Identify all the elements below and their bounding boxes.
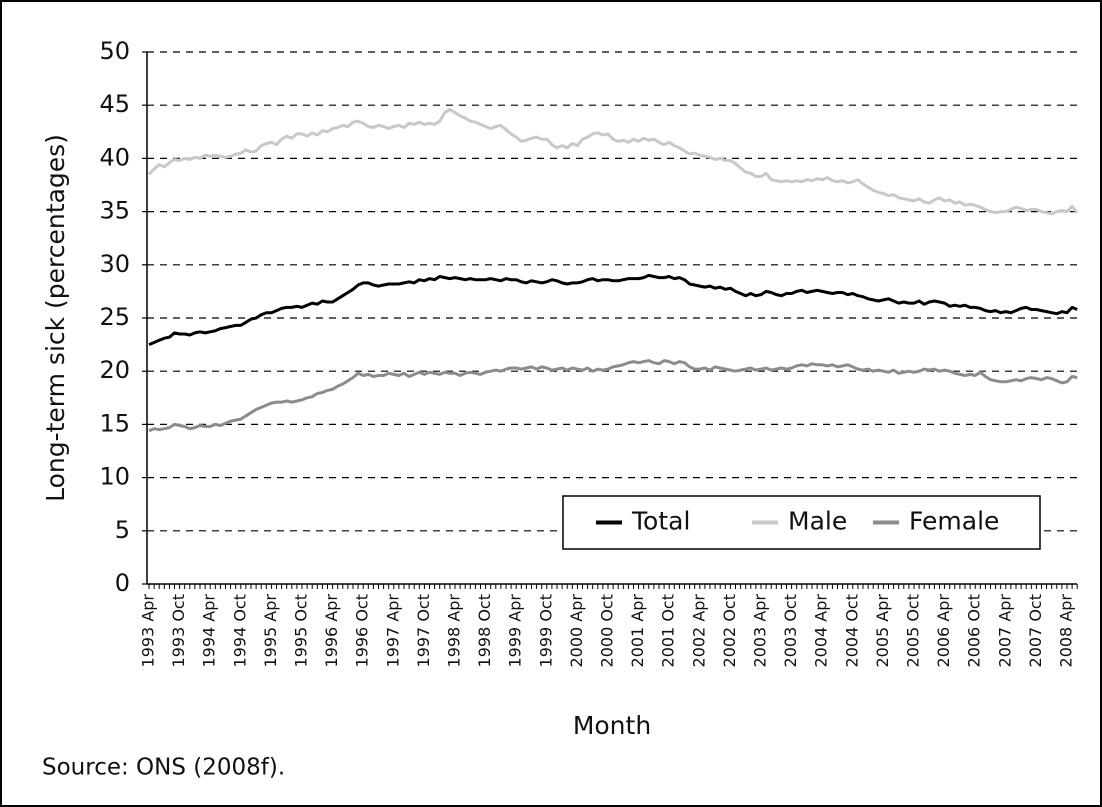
y-tick-label: 0 [115,569,130,597]
y-tick-label: 15 [99,409,130,437]
x-tick-label: 1993 Apr [139,594,158,668]
x-tick-label: 2002 Oct [720,594,739,667]
y-tick-label: 45 [99,90,130,118]
y-tick-label: 30 [99,250,130,278]
x-tick-label: 1994 Apr [200,594,219,668]
x-tick-label: 2006 Oct [965,594,984,667]
x-tick-label: 1996 Oct [353,594,372,667]
line-series [148,273,1078,346]
line-series [147,108,1079,216]
x-tick-label: 2006 Apr [934,594,953,668]
x-tick-label: 2007 Oct [1026,594,1045,667]
x-axis-title: Month [573,711,651,740]
x-tick-label: 2007 Apr [995,594,1014,668]
x-tick-label: 2002 Apr [689,594,708,668]
x-tick-label: 1995 Apr [261,594,280,668]
x-tick-label: 2005 Oct [904,594,923,667]
y-axis-title: Long-term sick (percentages) [41,134,70,502]
legend-label: Total [631,507,690,536]
y-tick-label: 25 [99,303,130,331]
y-tick-label: 50 [99,37,130,65]
legend-label: Male [788,507,847,536]
x-tick-label: 2003 Apr [751,594,770,668]
y-tick-label: 10 [99,463,130,491]
x-tick-label: 2000 Apr [567,594,586,668]
y-tick-label: 20 [99,356,130,384]
x-tick-label: 1999 Oct [536,594,555,667]
x-tick-label: 2001 Apr [628,594,647,668]
y-tick-label: 40 [99,143,130,171]
x-tick-label: 2004 Oct [842,594,861,667]
x-tick-label: 1994 Oct [230,594,249,667]
x-tick-label: 2000 Oct [598,594,617,667]
x-tick-label: 1999 Apr [506,594,525,668]
x-tick-label: 1998 Apr [445,594,464,668]
x-tick-label: 2004 Apr [812,594,831,668]
x-tick-label: 1993 Oct [169,594,188,667]
x-tick-label: 1997 Oct [414,594,433,667]
x-tick-label: 2001 Oct [659,594,678,667]
y-tick-label: 35 [99,197,130,225]
x-tick-label: 1998 Oct [475,594,494,667]
x-tick-label: 1995 Oct [292,594,311,667]
line-series [148,359,1078,433]
source-note: Source: ONS (2008f). [42,755,285,781]
legend-box [562,495,1041,550]
y-tick-label: 5 [115,516,130,544]
x-tick-label: 1997 Apr [383,594,402,668]
x-tick-label: 2005 Apr [873,594,892,668]
x-tick-label: 2003 Oct [781,594,800,667]
legend-label: Female [909,507,999,536]
x-tick-label: 1996 Apr [322,594,341,668]
x-tick-label: 2008 Apr [1057,594,1076,668]
